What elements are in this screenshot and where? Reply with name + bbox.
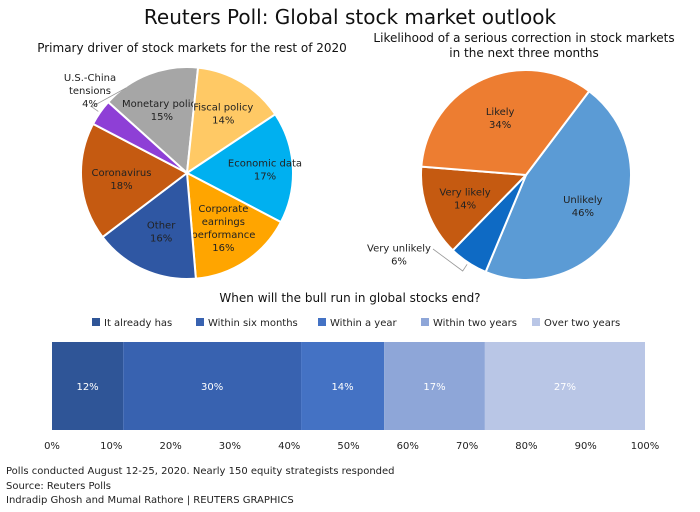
correction-pie-slice-unlikely bbox=[484, 90, 632, 282]
driver-pie-label-u-s-china-tensions: U.S.-China tensions 4% bbox=[64, 73, 116, 110]
footer: Polls conducted August 12-25, 2020. Near… bbox=[6, 465, 395, 509]
correction-pie-label-likely: Likely 34% bbox=[486, 107, 515, 131]
driver-pie-label-economic-data: Economic data 17% bbox=[228, 159, 302, 183]
x-tick-1: 10% bbox=[100, 441, 122, 452]
correction-pie-leader-very-unlikely bbox=[432, 248, 468, 272]
x-tick-8: 80% bbox=[515, 441, 537, 452]
x-tick-3: 30% bbox=[219, 441, 241, 452]
driver-pie-label-coronavirus: Coronavirus 18% bbox=[92, 168, 152, 192]
legend-swatch-within-six-months bbox=[196, 318, 204, 326]
correction-pie-label-unlikely: Unlikely 46% bbox=[563, 195, 603, 219]
driver-pie-slice-fiscal-policy bbox=[186, 66, 277, 174]
driver-pie-label-fiscal-policy: Fiscal policy 14% bbox=[193, 103, 253, 127]
correction-pie-slice-likely bbox=[420, 69, 591, 176]
bar-segment-it-already-has bbox=[52, 342, 124, 430]
x-tick-5: 50% bbox=[337, 441, 359, 452]
x-tick-7: 70% bbox=[456, 441, 478, 452]
driver-pie-slice-monetary-policy bbox=[107, 66, 200, 174]
legend-label-over-two-years: Over two years bbox=[544, 318, 620, 329]
legend-swatch-over-two-years bbox=[532, 318, 540, 326]
bar-value-within-a-year: 14% bbox=[331, 382, 353, 393]
bar-value-it-already-has: 12% bbox=[76, 382, 98, 393]
bar-value-within-six-months: 30% bbox=[201, 382, 223, 393]
driver-pie-slice-economic-data bbox=[186, 113, 294, 224]
x-tick-10: 100% bbox=[631, 441, 660, 452]
bar-segment-within-a-year bbox=[301, 342, 385, 430]
driver-pie-slice-other bbox=[101, 172, 197, 280]
driver-pie-leader-u-s-china-tensions bbox=[90, 87, 127, 112]
legend-label-within-six-months: Within six months bbox=[208, 318, 298, 329]
legend-swatch-within-a-year bbox=[318, 318, 326, 326]
driver-pie-slice-coronavirus bbox=[79, 122, 188, 239]
driver-pie-title: Primary driver of stock markets for the … bbox=[37, 41, 347, 55]
bar-segment-within-two-years bbox=[384, 342, 485, 430]
correction-pie-slice-very-likely bbox=[420, 165, 527, 252]
chart-canvas: Primary driver of stock markets for the … bbox=[37, 31, 674, 452]
bar-segment-over-two-years bbox=[484, 342, 645, 430]
main-title: Reuters Poll: Global stock market outloo… bbox=[143, 5, 557, 29]
correction-pie-title: Likelihood of a serious correction in st… bbox=[373, 31, 674, 60]
driver-pie-label-corporate-earnings-performance: Corporate earnings performance 16% bbox=[191, 204, 255, 254]
legend-label-within-two-years: Within two years bbox=[433, 318, 517, 329]
bar-value-over-two-years: 27% bbox=[554, 382, 576, 393]
x-tick-9: 90% bbox=[575, 441, 597, 452]
correction-pie-label-very-unlikely: Very unlikely 6% bbox=[367, 244, 431, 268]
bar-segment-within-six-months bbox=[123, 342, 302, 430]
driver-pie-slice-corporate-earnings-performance bbox=[186, 172, 282, 280]
bar-value-within-two-years: 17% bbox=[423, 382, 445, 393]
footer-source: Source: Reuters Polls bbox=[6, 480, 112, 492]
legend-swatch-within-two-years bbox=[421, 318, 429, 326]
bull-run-title: When will the bull run in global stocks … bbox=[219, 291, 480, 305]
correction-pie-label-very-likely: Very likely 14% bbox=[439, 187, 490, 211]
driver-pie-label-monetary-policy: Monetary policy 15% bbox=[122, 99, 202, 123]
driver-pie-label-other: Other 16% bbox=[147, 221, 176, 245]
x-tick-0: 0% bbox=[44, 441, 60, 452]
legend-label-it-already-has: It already has bbox=[104, 318, 172, 329]
x-tick-6: 60% bbox=[397, 441, 419, 452]
driver-pie-slice-u-s-china-tensions bbox=[92, 101, 188, 174]
footer-poll-note: Polls conducted August 12-25, 2020. Near… bbox=[6, 466, 395, 477]
footer-credits: Indradip Ghosh and Mumal Rathore | REUTE… bbox=[6, 495, 294, 506]
legend-swatch-it-already-has bbox=[92, 318, 100, 326]
x-tick-2: 20% bbox=[159, 441, 181, 452]
x-tick-4: 40% bbox=[278, 441, 300, 452]
legend-label-within-a-year: Within a year bbox=[330, 318, 398, 329]
